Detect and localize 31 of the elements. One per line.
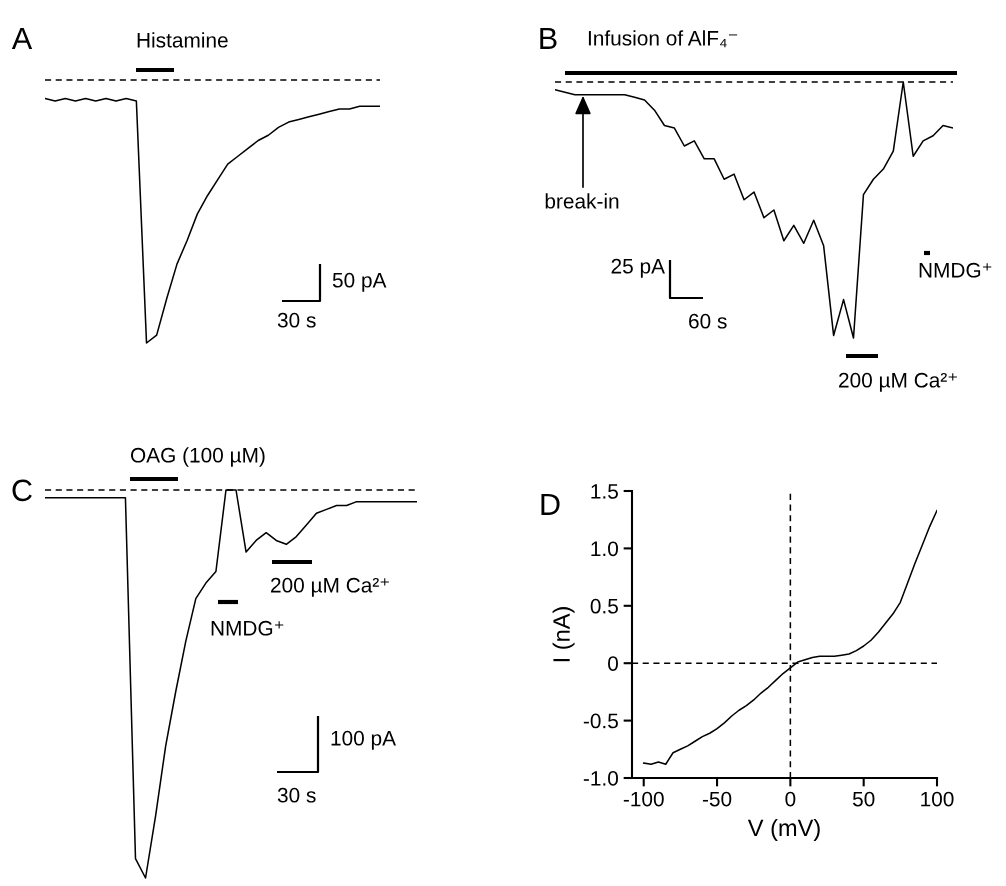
text: OAG (100 µM) [130,447,265,467]
x-tick-label: 100 [921,791,954,807]
annotation: 100 pA [331,730,396,750]
annotation: NMDG⁺ [211,620,284,636]
annotation: 30 s [277,787,316,803]
chart-title: D [541,493,560,515]
y-tick-label: 0 [608,656,618,671]
y-tick-label: 1.0 [591,541,618,557]
y-tick-label: -1.0 [583,771,618,786]
annotation: 50 pA [332,272,387,292]
chart-title: C [12,479,32,502]
annotation: 25 pA [611,258,665,278]
text: Histamine [137,32,228,48]
x-tick-label: 0 [785,791,796,807]
annotation: break-in [545,193,619,209]
text: 200 µM Ca²⁺ [839,372,957,392]
y-tick-label: -0.5 [583,713,618,729]
annotation: 30 s [277,312,316,328]
x-axis-title: V (mV) [747,818,820,841]
x-tick-label: 50 [852,791,875,807]
chart-title: B [540,27,557,49]
annotation: NMDG⁺ [919,262,992,278]
text: Infusion of AlF₄⁻ [588,30,738,48]
chart-title: A [11,27,33,49]
annotation: 60 s [689,313,727,329]
annotation: 200 µM Ca²⁺ [271,577,389,597]
x-tick-label: -50 [702,791,732,807]
y-tick-label: 1.5 [591,484,618,499]
x-tick-label: -100 [623,791,664,807]
y-tick-label: 0.5 [590,598,618,614]
y-axis-title: I (nA) [552,607,575,662]
